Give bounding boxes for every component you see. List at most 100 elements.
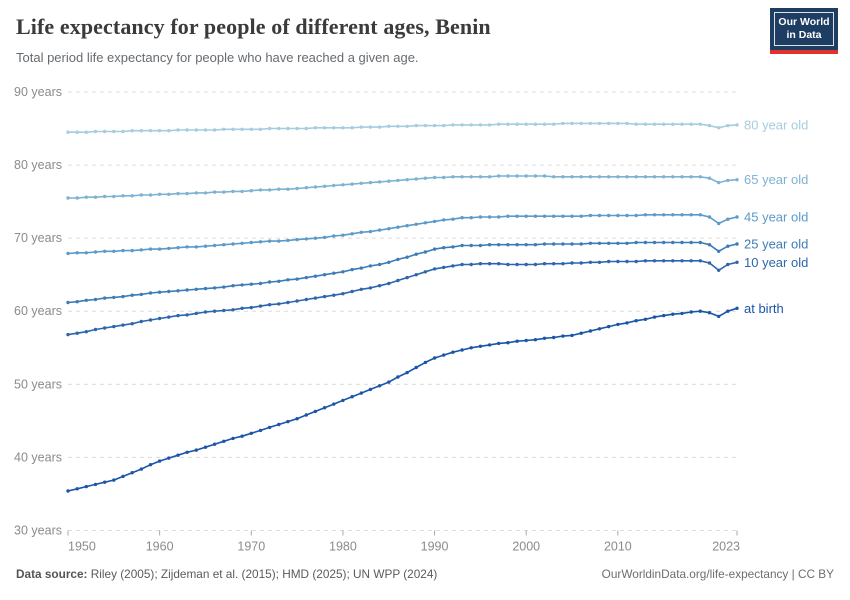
- point-sixtyfive-1978: [322, 184, 327, 188]
- point-at_birth-1953: [93, 482, 98, 487]
- point-eighty-1994: [469, 123, 473, 127]
- point-at_birth-1962: [176, 453, 180, 457]
- owid-logo[interactable]: Our World in Data: [770, 8, 838, 54]
- point-sixtyfive-2022: [726, 178, 730, 183]
- point-ten-1973: [277, 302, 281, 306]
- point-sixtyfive-1992: [451, 175, 455, 179]
- series-label-ten[interactable]: 10 year old: [744, 255, 808, 270]
- point-eighty-2008: [597, 121, 602, 126]
- point-eighty-1967: [222, 127, 226, 131]
- point-at_birth-2021: [717, 314, 721, 319]
- point-eighty-2020: [707, 123, 712, 128]
- point-twentyfive-1962: [176, 289, 180, 293]
- point-at_birth-2015: [662, 313, 666, 318]
- point-at_birth-2018: [689, 310, 693, 314]
- point-eighty-1957: [130, 129, 134, 133]
- point-sixtyfive-1983: [368, 180, 373, 185]
- series-fortyfive[interactable]: 45 year old: [66, 209, 808, 256]
- point-twentyfive-1979: [332, 271, 336, 275]
- point-at_birth-2006: [579, 331, 583, 335]
- point-eighty-2019: [698, 122, 702, 126]
- point-twentyfive-2001: [533, 243, 538, 247]
- point-twentyfive-1975: [295, 277, 299, 281]
- series-sixtyfive[interactable]: 65 year old: [66, 172, 808, 200]
- xtick-label-1970: 1970: [237, 539, 265, 553]
- point-at_birth-2010: [616, 322, 620, 327]
- point-eighty-1970: [249, 127, 253, 131]
- line-at_birth[interactable]: [67, 307, 738, 492]
- series-twentyfive[interactable]: 25 year old: [66, 237, 808, 305]
- point-sixtyfive-1986: [396, 178, 400, 183]
- point-ten-1955: [112, 324, 116, 329]
- point-fortyfive-1995: [478, 215, 483, 219]
- line-twentyfive[interactable]: [67, 241, 738, 304]
- point-ten-2023: [735, 260, 739, 264]
- point-sixtyfive-1993: [460, 175, 464, 179]
- point-eighty-2007: [588, 121, 593, 126]
- point-ten-1977: [313, 296, 318, 300]
- point-sixtyfive-2012: [634, 175, 638, 179]
- series-label-twentyfive[interactable]: 25 year old: [744, 237, 808, 252]
- point-eighty-1988: [414, 123, 418, 128]
- point-at_birth-1973: [277, 422, 281, 427]
- point-fortyfive-2002: [542, 214, 547, 218]
- point-at_birth-2013: [643, 317, 648, 321]
- point-fortyfive-1958: [139, 248, 143, 252]
- point-twentyfive-2011: [625, 241, 629, 245]
- point-at_birth-1967: [222, 439, 226, 443]
- point-sixtyfive-1964: [194, 191, 198, 195]
- point-sixtyfive-1968: [231, 189, 235, 194]
- point-twentyfive-1954: [103, 296, 107, 300]
- point-eighty-1952: [84, 130, 89, 134]
- point-ten-2011: [625, 259, 629, 264]
- point-fortyfive-2009: [607, 213, 611, 218]
- point-fortyfive-1959: [148, 247, 153, 251]
- point-eighty-2022: [726, 123, 730, 128]
- point-twentyfive-1984: [377, 262, 382, 267]
- license-link[interactable]: OurWorldinData.org/life-expectancy | CC …: [601, 567, 834, 581]
- point-fortyfive-2005: [570, 214, 574, 218]
- point-eighty-2002: [542, 122, 547, 126]
- point-fortyfive-1981: [350, 232, 354, 236]
- point-ten-1978: [322, 294, 327, 299]
- series-label-sixtyfive[interactable]: 65 year old: [744, 172, 808, 187]
- point-ten-1961: [167, 315, 171, 319]
- point-sixtyfive-1994: [469, 175, 473, 179]
- point-eighty-1954: [103, 129, 107, 134]
- point-fortyfive-1952: [84, 251, 89, 255]
- point-at_birth-2005: [570, 333, 574, 338]
- ytick-label-50: 50 years: [14, 377, 62, 391]
- xtick-label-2000: 2000: [512, 539, 540, 553]
- chart-plot-area[interactable]: 30 years 40 years 50 years 60 years 70 years…: [0, 80, 850, 580]
- series-at_birth[interactable]: at birth: [66, 301, 784, 493]
- series-eighty[interactable]: 80 year old: [66, 117, 808, 134]
- point-ten-1951: [75, 331, 79, 335]
- point-at_birth-1994: [469, 346, 473, 350]
- point-sixtyfive-1963: [185, 191, 189, 196]
- series-label-eighty[interactable]: 80 year old: [744, 117, 808, 132]
- point-fortyfive-1974: [286, 238, 290, 243]
- point-ten-1986: [396, 278, 400, 283]
- point-fortyfive-2014: [652, 213, 657, 217]
- point-at_birth-1975: [295, 417, 299, 421]
- point-at_birth-1999: [515, 339, 519, 343]
- point-eighty-1969: [240, 127, 244, 131]
- series-label-at_birth[interactable]: at birth: [744, 301, 784, 316]
- point-sixtyfive-2003: [552, 175, 556, 179]
- point-ten-1979: [332, 293, 336, 297]
- point-ten-1993: [460, 262, 464, 267]
- point-at_birth-2016: [671, 312, 675, 316]
- point-ten-1994: [469, 262, 473, 267]
- point-eighty-1975: [295, 126, 299, 131]
- line-ten[interactable]: [67, 260, 738, 336]
- series-ten[interactable]: 10 year old: [66, 255, 808, 337]
- series-label-fortyfive[interactable]: 45 year old: [744, 209, 808, 224]
- point-at_birth-2011: [625, 321, 629, 325]
- point-eighty-1984: [377, 125, 382, 129]
- point-fortyfive-1997: [497, 215, 501, 219]
- point-at_birth-1969: [240, 434, 244, 438]
- point-eighty-1983: [368, 125, 373, 129]
- point-twentyfive-2004: [561, 242, 565, 246]
- point-fortyfive-2007: [588, 213, 593, 218]
- point-eighty-1968: [231, 127, 235, 131]
